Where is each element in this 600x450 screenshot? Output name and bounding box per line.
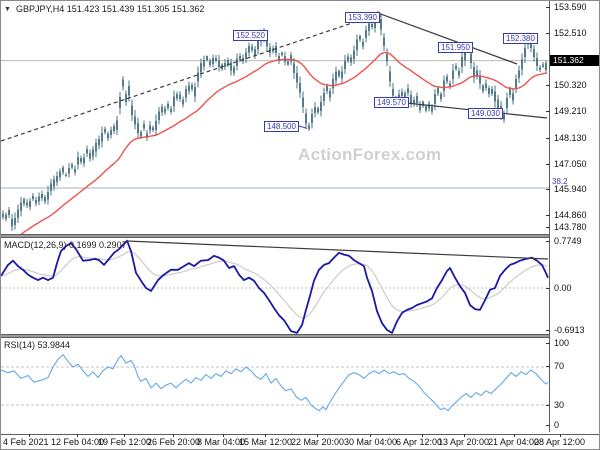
axis-tick: [546, 288, 550, 289]
axis-label--0.6913: -0.6913: [554, 325, 585, 335]
date-label: 30 Mar 04:00: [344, 437, 398, 447]
ma-line: [20, 51, 548, 234]
axis-label-152.510: 152.510: [554, 28, 587, 38]
axis-tick: [546, 366, 550, 367]
rsi-label: RSI(14) 53.9844: [4, 340, 71, 350]
symbol-ohlc-text: GBPJPY,H4 151.423 151.439 151.305 151.36…: [15, 4, 205, 14]
date-tick: [29, 434, 30, 437]
axis-label-0: 0: [554, 420, 560, 430]
axis-label-0.00: 0.00: [554, 283, 572, 293]
date-label: 19 Feb 12:00: [98, 437, 152, 447]
price-axis: [549, 1, 599, 432]
price-flag-149.570: 149.570: [374, 97, 409, 108]
price-flag-152.380: 152.380: [503, 33, 538, 44]
price-flag-149.030: 149.030: [468, 108, 503, 119]
trendline-1: [377, 12, 518, 65]
axis-tick: [546, 7, 550, 8]
date-label: 21 Apr 04:00: [488, 437, 540, 447]
date-tick: [560, 434, 561, 437]
axis-tick: [546, 85, 550, 86]
date-label: 22 Mar 20:00: [291, 437, 345, 447]
axis-tick: [546, 33, 550, 34]
axis-label-153.590: 153.590: [554, 2, 587, 12]
date-label: 6 Apr 12:00: [396, 437, 443, 447]
axis-tick: [546, 241, 550, 242]
watermark: ActionForex.com: [298, 145, 442, 164]
axis-label-150.320: 150.320: [554, 80, 587, 90]
fib-382-label: 38.2: [552, 177, 568, 186]
date-label: 4 Feb 2021: [3, 437, 49, 447]
date-label: 8 Mar 04:00: [197, 437, 246, 447]
axis-tick: [546, 425, 550, 426]
date-tick: [422, 434, 423, 437]
macd-line: [1, 239, 549, 334]
price-chart-canvas: [1, 10, 549, 234]
axis-label-144.860: 144.860: [554, 210, 587, 220]
axis-label-30: 30: [554, 400, 565, 410]
date-tick: [124, 434, 125, 437]
axis-label-70: 70: [554, 361, 565, 371]
date-tick: [265, 434, 266, 437]
axis-tick: [546, 227, 550, 228]
date-tick: [464, 434, 465, 437]
macd-label: MACD(12,26,9) 0.1699 0.2907: [4, 240, 127, 250]
date-tick: [173, 434, 174, 437]
axis-tick: [546, 138, 550, 139]
axis-tick: [546, 111, 550, 112]
date-label: 26 Feb 20:00: [147, 437, 201, 447]
symbol-header: ▼ GBPJPY,H4 151.423 151.439 151.305 151.3…: [4, 4, 204, 14]
axis-label-147.050: 147.050: [554, 159, 587, 169]
date-tick: [317, 434, 318, 437]
trendline-0: [1, 13, 380, 142]
price-flag-151.950: 151.950: [438, 42, 473, 53]
date-tick: [77, 434, 78, 437]
date-tick: [370, 434, 371, 437]
axis-tick: [546, 405, 550, 406]
macd-trendline: [126, 240, 549, 260]
macd-chart-canvas: [1, 239, 549, 334]
axis-label-143.780: 143.780: [554, 222, 587, 232]
price-flag-152.520: 152.520: [233, 30, 268, 41]
date-label: 13 Apr 20:00: [438, 437, 490, 447]
date-tick: [514, 434, 515, 437]
axis-label-0.7749: 0.7749: [554, 236, 582, 246]
axis-tick: [546, 215, 550, 216]
price-flag-148.500: 148.500: [264, 121, 299, 132]
price-flag-153.390: 153.390: [345, 12, 380, 23]
date-label: 12 Feb 04:00: [51, 437, 105, 447]
macd-signal-line: [1, 250, 548, 319]
axis-label-145.940: 145.940: [554, 184, 587, 194]
date-tick: [223, 434, 224, 437]
axis-label-148.130: 148.130: [554, 133, 587, 143]
current-price-tag: 151.362: [550, 55, 599, 67]
axis-tick: [546, 330, 550, 331]
rsi-line: [1, 354, 549, 412]
date-axis: [1, 434, 599, 449]
axis-label-100: 100: [554, 338, 570, 348]
panel-divider[interactable]: [1, 334, 599, 338]
rsi-chart-canvas: [1, 354, 549, 412]
axis-tick: [546, 189, 550, 190]
axis-tick: [546, 343, 550, 344]
date-label: 28 Apr 12:00: [534, 437, 586, 447]
panel-divider[interactable]: [1, 234, 599, 238]
expander-icon[interactable]: ▼: [4, 6, 11, 13]
macd-panel[interactable]: MACD(12,26,9) 0.1699 0.2907: [1, 238, 549, 334]
axis-tick: [546, 164, 550, 165]
price-panel[interactable]: ActionForex.com ▼ GBPJPY,H4 151.423 151.4…: [1, 1, 549, 234]
rsi-panel[interactable]: RSI(14) 53.9844: [1, 338, 549, 432]
date-label: 15 Mar 12:00: [239, 437, 293, 447]
axis-label-149.210: 149.210: [554, 106, 587, 116]
